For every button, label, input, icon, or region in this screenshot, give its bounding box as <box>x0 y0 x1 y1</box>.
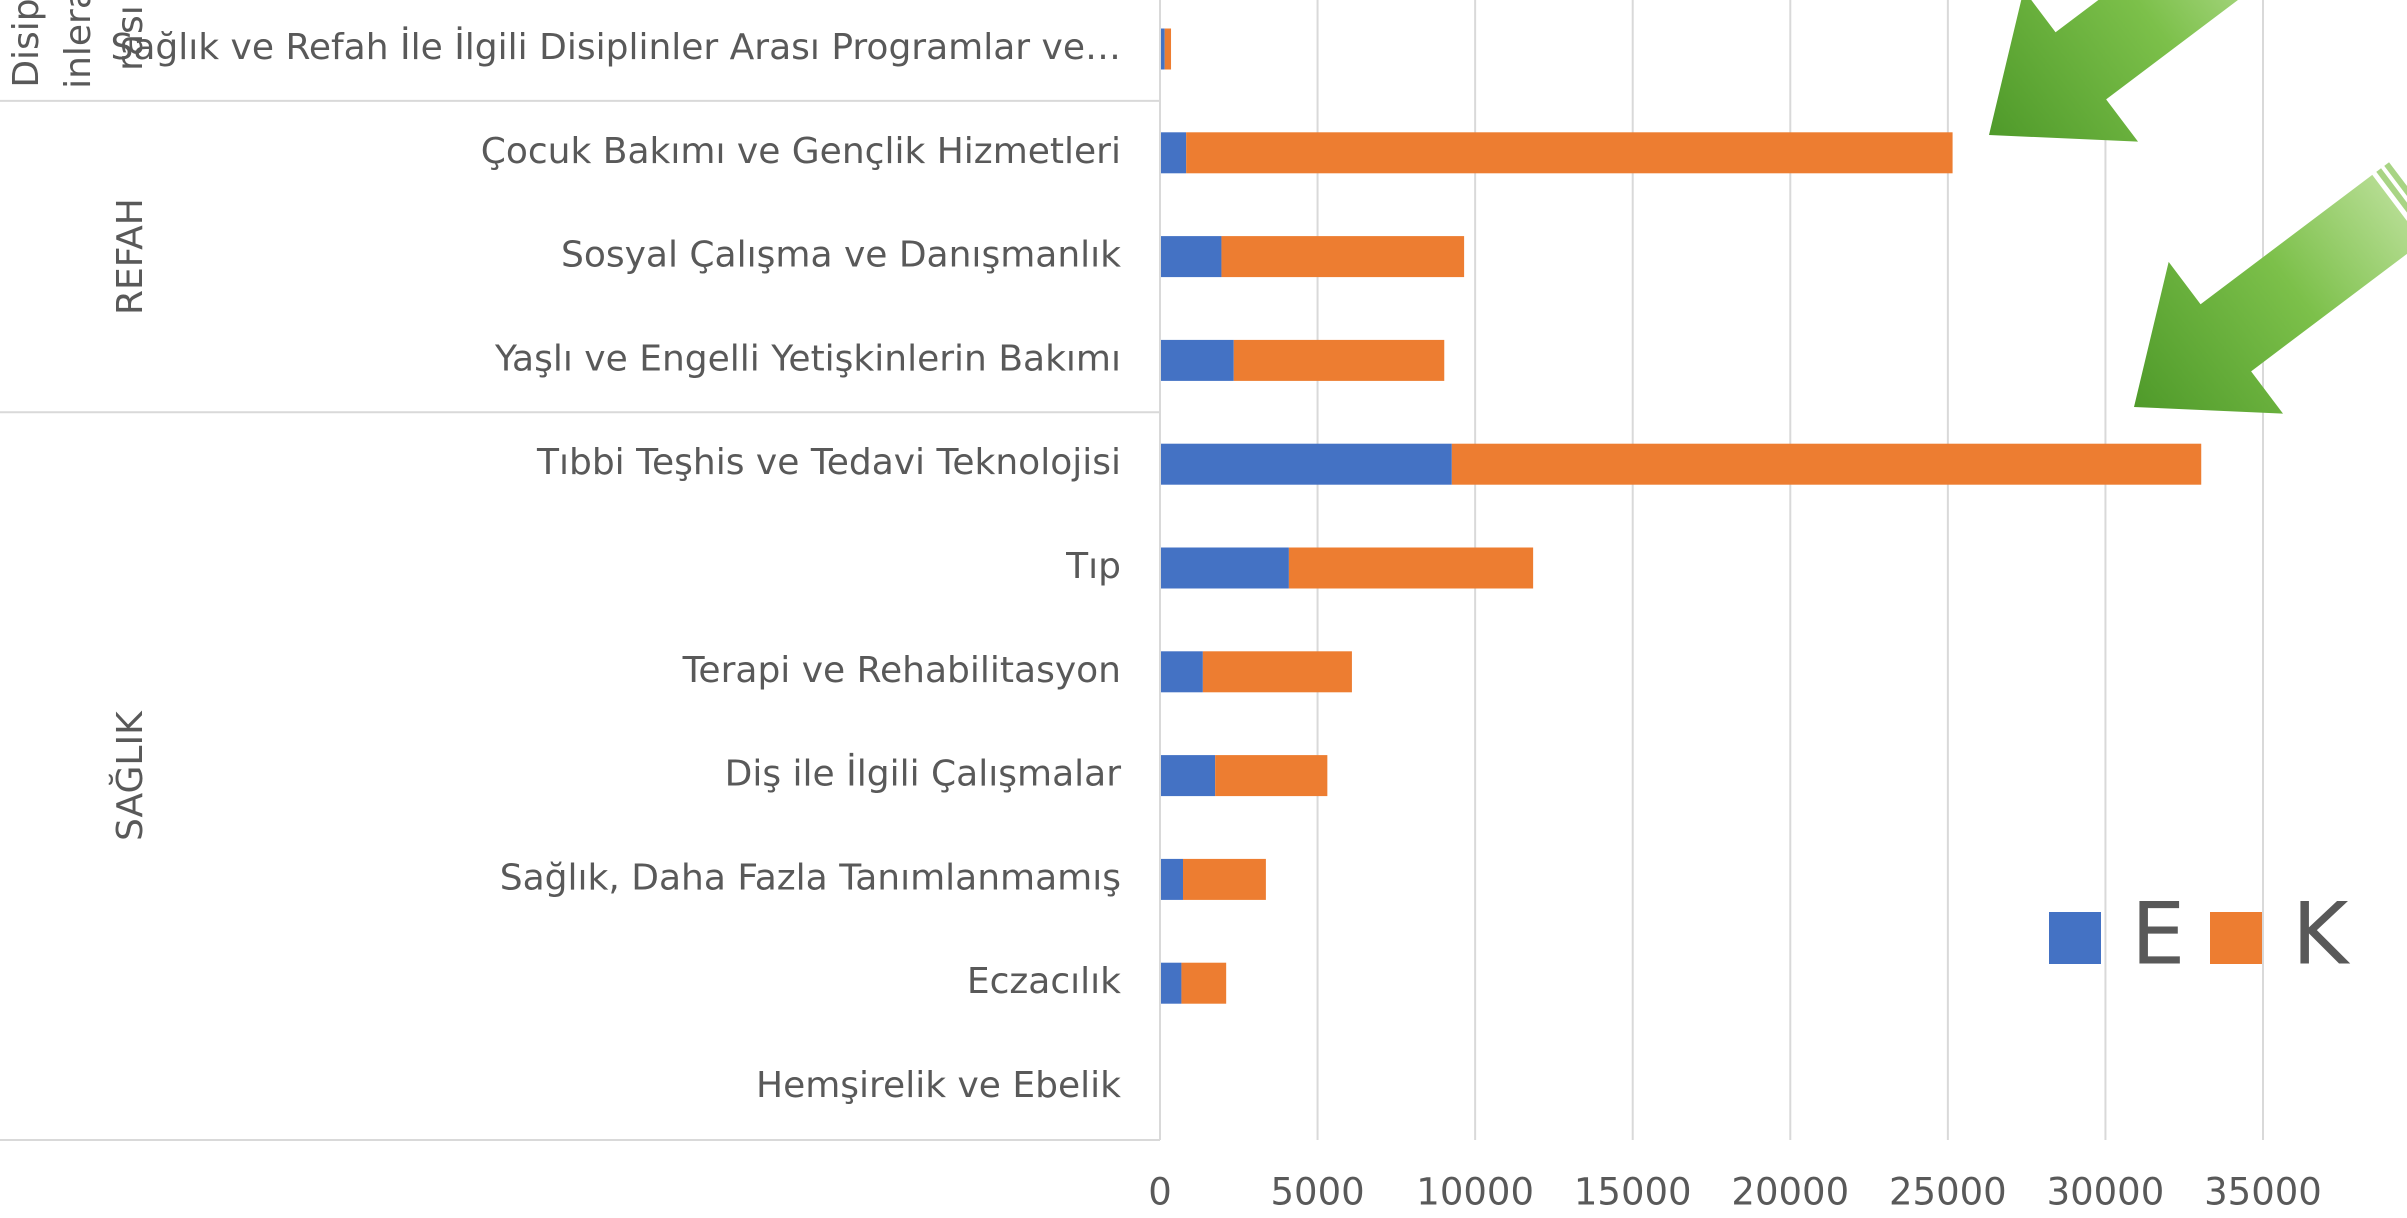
bar <box>1233 339 1445 381</box>
category-label: Hemşirelik ve Ebelik <box>756 1065 1121 1106</box>
bar <box>1186 132 1953 174</box>
bar <box>1160 443 1452 485</box>
group-label: rası <box>110 5 151 71</box>
group-label: inlera <box>58 0 99 89</box>
category-label: Çocuk Bakımı ve Gençlik Hizmetleri <box>481 131 1121 172</box>
bars <box>1160 28 2202 1004</box>
category-label: Diş ile İlgili Çalışmalar <box>725 753 1122 795</box>
bar <box>1160 28 1165 70</box>
arrow-shape <box>1989 0 2278 142</box>
bar <box>1160 236 1222 278</box>
bar <box>1160 547 1289 589</box>
x-tick-label: 30000 <box>2047 1171 2165 1214</box>
category-label: Sosyal Çalışma ve Danışmanlık <box>561 235 1121 276</box>
bar <box>1160 755 1216 797</box>
group-label: REFAH <box>110 198 151 315</box>
category-label: Tıp <box>1065 546 1121 587</box>
bar <box>1160 132 1187 174</box>
bar <box>1160 651 1203 693</box>
bar <box>1181 962 1227 1004</box>
bar <box>1160 962 1182 1004</box>
bar <box>1164 28 1172 70</box>
bar <box>1215 755 1328 797</box>
category-label: Yaşlı ve Engelli Yetişkinlerin Bakımı <box>494 338 1121 379</box>
x-tick-label: 5000 <box>1270 1171 1364 1214</box>
legend-label: E <box>2131 884 2185 984</box>
bar <box>1202 651 1352 693</box>
x-tick-label: 20000 <box>1731 1171 1849 1214</box>
arrow <box>1989 0 2278 142</box>
category-label: Terapi ve Rehabilitasyon <box>682 650 1121 691</box>
x-tick-label: 0 <box>1148 1171 1172 1214</box>
bar <box>1160 339 1234 381</box>
bar <box>1160 858 1184 900</box>
category-label: Eczacılık <box>967 961 1121 1002</box>
bar <box>1451 443 2202 485</box>
x-tick-label: 15000 <box>1574 1171 1692 1214</box>
legend-label: K <box>2292 884 2351 984</box>
category-label: Sağlık, Daha Fazla Tanımlanmamış <box>500 857 1121 898</box>
category-label: Tıbbi Teşhis ve Tedavi Teknolojisi <box>536 442 1121 483</box>
category-label: Sağlık ve Refah İle İlgili Disiplinler A… <box>110 26 1121 68</box>
bar <box>1288 547 1534 589</box>
legend-swatch <box>2210 912 2262 964</box>
bar <box>1221 236 1465 278</box>
x-tick-label: 25000 <box>1889 1171 2007 1214</box>
arrow-shape <box>2134 174 2407 414</box>
bar <box>1183 858 1266 900</box>
x-tick-label: 35000 <box>2204 1171 2322 1214</box>
arrow <box>2134 162 2407 414</box>
x-tick-label: 10000 <box>1416 1171 1534 1214</box>
group-label: SAĞLIK <box>109 710 151 841</box>
legend-swatch <box>2049 912 2101 964</box>
group-label: Disipl <box>6 0 47 88</box>
